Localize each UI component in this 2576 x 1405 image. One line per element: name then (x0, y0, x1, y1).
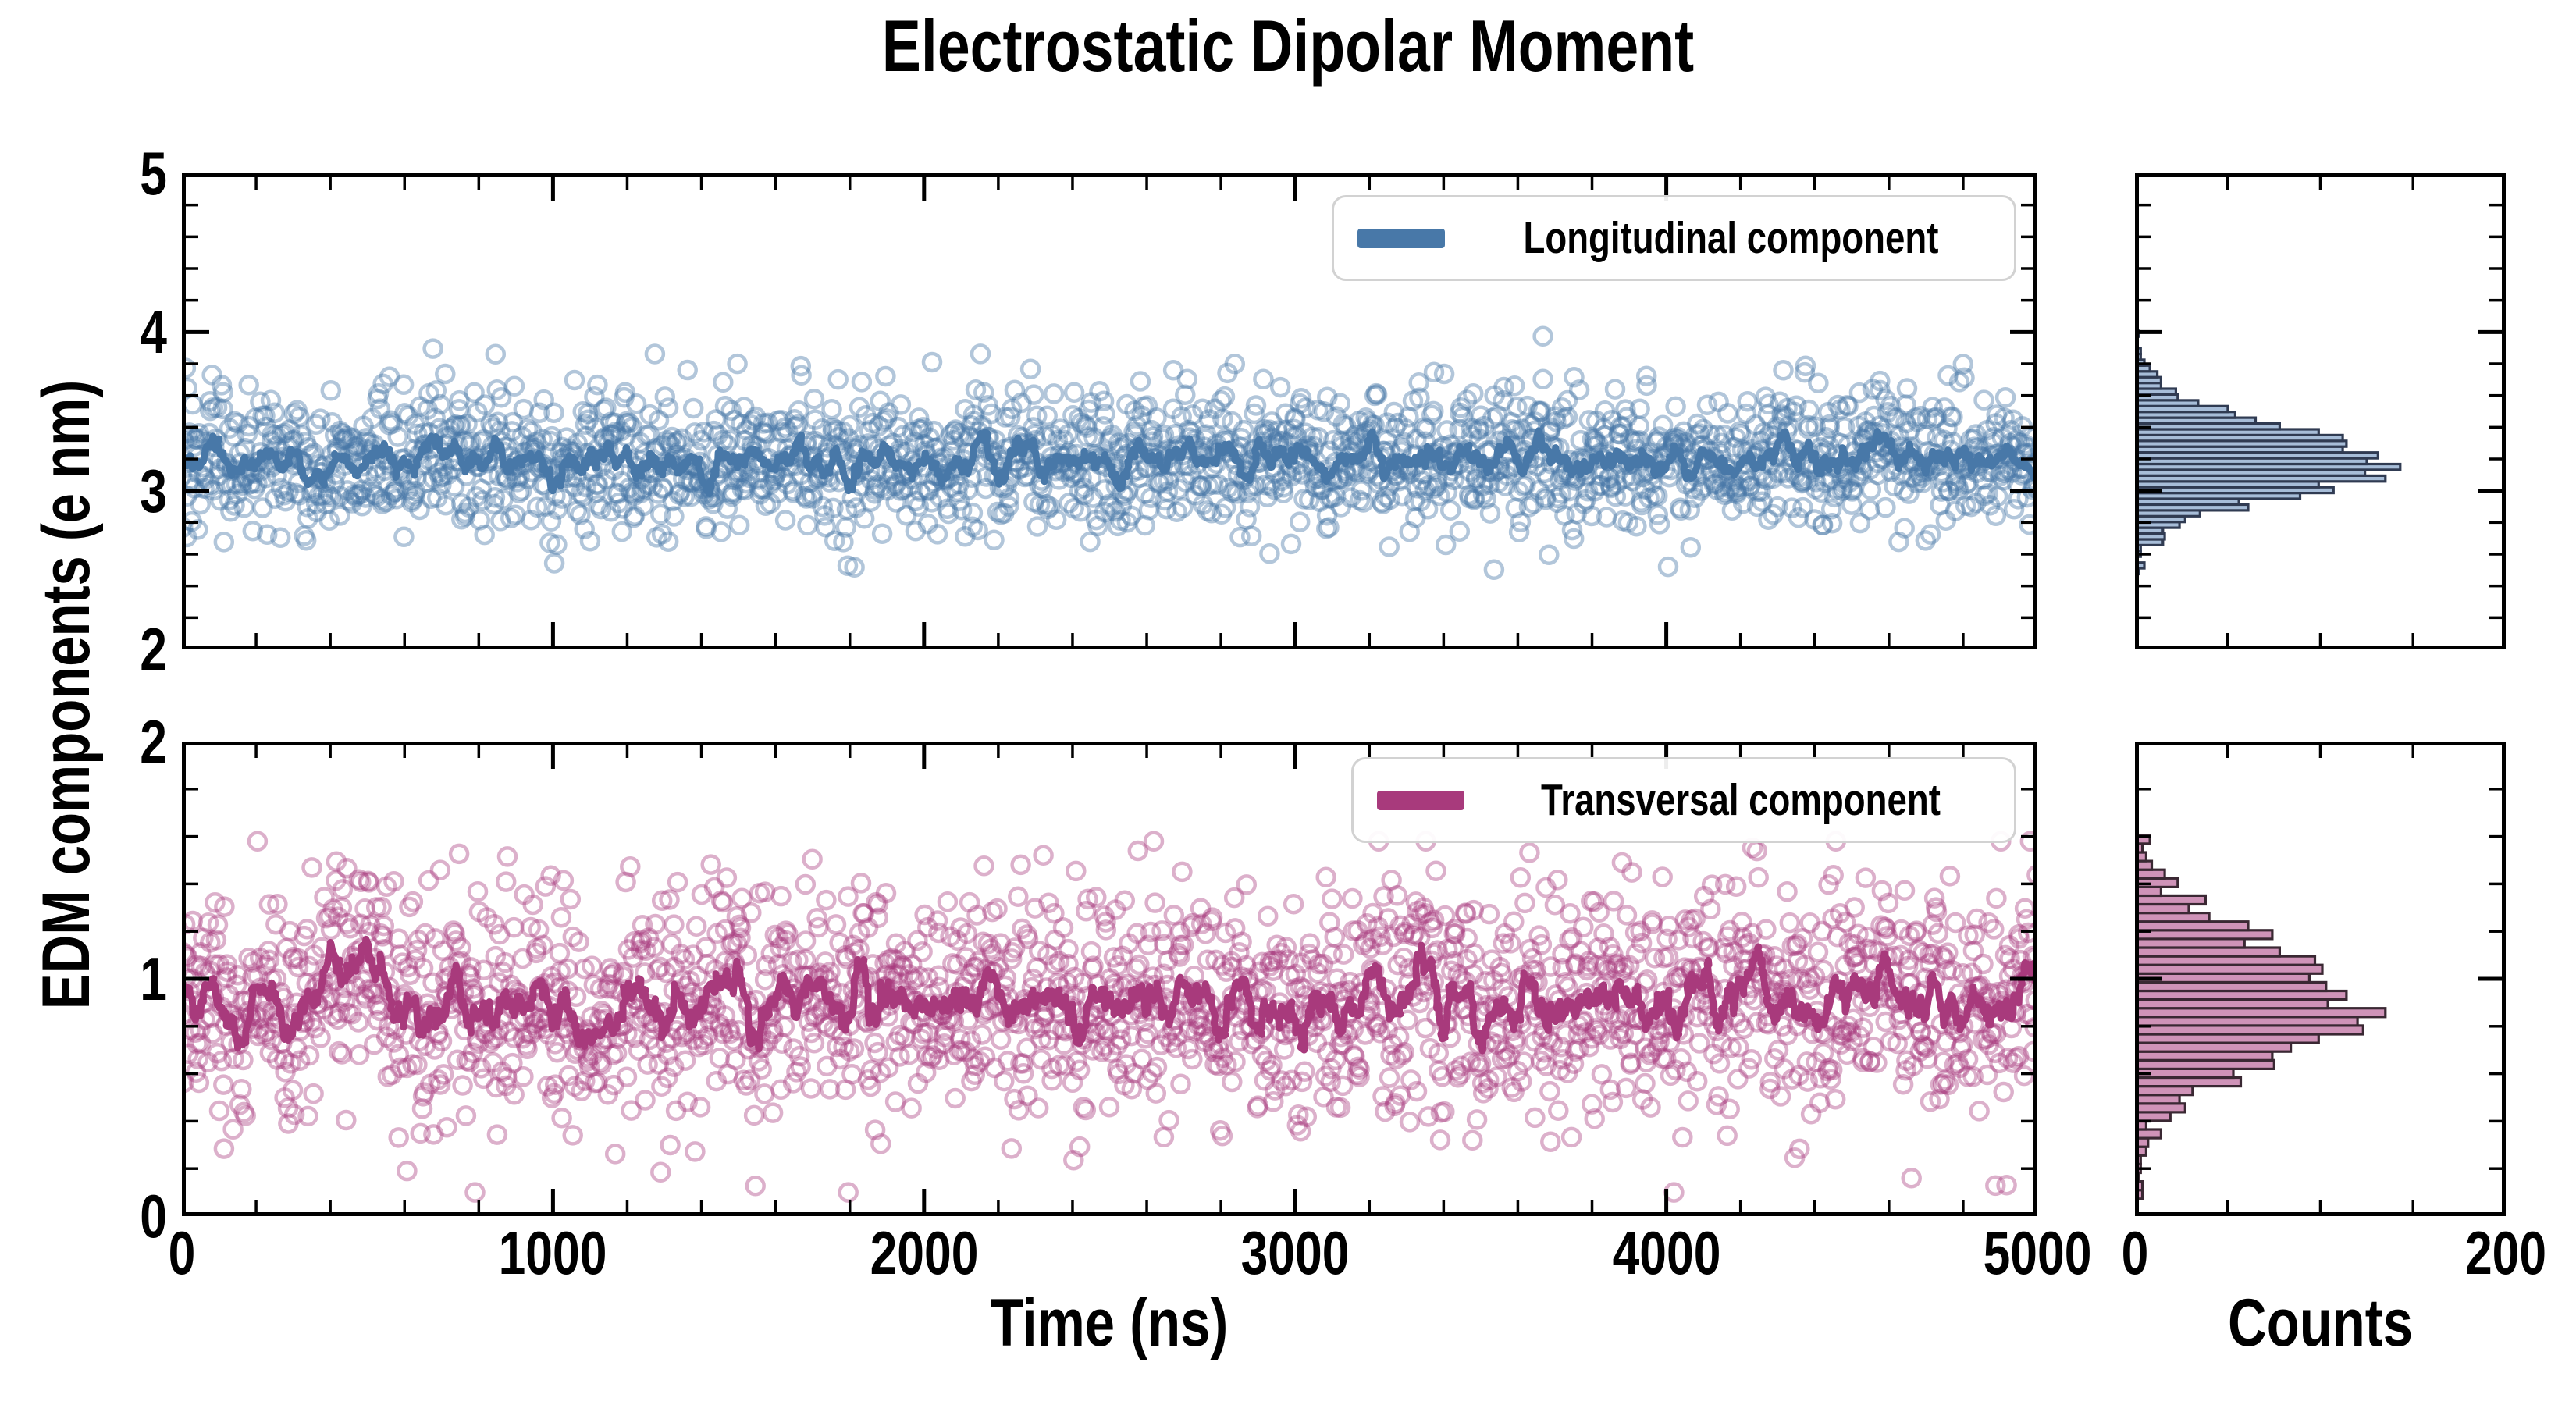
tick-label-x-main: 1000 (498, 1218, 607, 1287)
legend-label-transversal: Transversal component (1541, 775, 1941, 825)
tick-label-x-hist: 0 (2121, 1218, 2149, 1287)
tick-label-y-top: 2 (140, 615, 167, 684)
scatter-points-transversal_timeseries (182, 831, 2037, 1203)
tick-label-x-main: 0 (168, 1218, 196, 1287)
plot-area-botMain (182, 742, 2037, 1216)
x-axis-label-counts: Counts (2228, 1286, 2413, 1361)
panel-transversal-timeseries (182, 742, 2037, 1216)
tick-label-y-top: 5 (140, 139, 167, 208)
tick-label-y-top: 3 (140, 456, 167, 525)
plot-area-botHist (2135, 742, 2506, 1216)
mean-line-longitudinal_timeseries (182, 427, 2037, 497)
tick-label-y-bottom: 0 (140, 1182, 167, 1250)
panel-longitudinal-timeseries (182, 173, 2037, 649)
hist-bars-transversal_histogram (2135, 834, 2387, 1200)
tick-label-x-main: 3000 (1240, 1218, 1350, 1287)
mean-line-transversal_timeseries (182, 935, 2037, 1055)
panel-longitudinal-histogram (2135, 173, 2506, 649)
tick-label-x-main: 5000 (1983, 1218, 2092, 1287)
plot-area-topHist (2135, 173, 2506, 649)
panel-transversal-histogram (2135, 742, 2506, 1216)
hist-bars-longitudinal_histogram (2135, 329, 2402, 576)
tick-label-x-main: 4000 (1612, 1218, 1721, 1287)
legend-line-swatch-longitudinal (1357, 228, 1446, 248)
legend-transversal: Transversal component (1351, 757, 2016, 843)
tick-label-x-hist: 200 (2464, 1218, 2547, 1287)
tick-label-y-top: 4 (140, 297, 167, 367)
legend-longitudinal: Longitudinal component (1332, 195, 2016, 281)
legend-label-longitudinal: Longitudinal component (1523, 213, 1939, 263)
tick-label-y-bottom: 2 (140, 707, 167, 776)
tick-label-x-main: 2000 (870, 1218, 979, 1287)
plot-area-topMain (182, 173, 2037, 649)
chart-title: Electrostatic Dipolar Moment (881, 5, 1695, 87)
x-axis-label-time: Time (ns) (990, 1286, 1229, 1361)
tick-label-y-bottom: 1 (140, 944, 167, 1013)
legend-line-swatch-transversal (1377, 790, 1465, 810)
